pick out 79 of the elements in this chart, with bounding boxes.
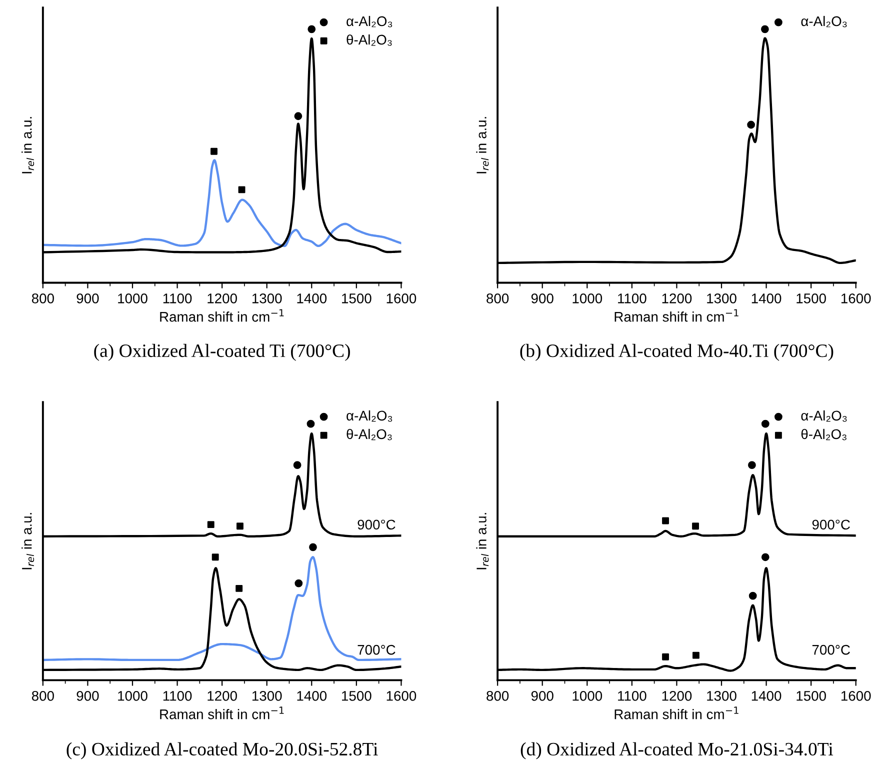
x-tick-label: 1000 [118,294,148,304]
annotation: 900°C [812,520,850,530]
point [236,584,243,592]
x-tick-label: 1400 [752,690,782,701]
point [308,25,316,34]
x-axis-title: Raman shift in cm$^{−1}$ [614,309,738,322]
y-axis-title: I$_{rel}$ in a.u. [22,513,34,570]
x-tick-label: 1300 [252,294,282,304]
point [748,461,756,470]
x-tick-label: 900 [531,294,554,304]
x-tick-label: 1200 [662,690,692,701]
x-tick-label: 1100 [618,690,646,701]
y-axis-title: I$_{rel}$ in a.u. [476,513,489,570]
x-axis-title: Raman shift in cm$^{−1}$ [160,309,284,322]
y-axis-title: I$_{rel}$ in a.u. [476,117,489,174]
point [309,543,317,552]
x-tick-label: 1100 [163,690,192,701]
x-axis-title: Raman shift in cm$^{−1}$ [160,706,284,720]
legend-label: α-Al₂O₃ [801,16,847,28]
point [212,554,219,561]
text: (c) Oxidized Al-coated Mo-20.0Si-52.8Ti [66,742,378,760]
point [207,521,214,528]
annotation: 700°C [812,644,850,655]
point [662,517,669,524]
x-tick-label: 900 [76,294,99,304]
point [761,420,770,428]
x-tick-label: 800 [486,690,509,701]
x-tick-label: 1600 [841,690,871,701]
point [692,522,699,530]
x-tick-label: 1500 [342,294,372,304]
point [692,652,700,659]
x-tick-label: 1400 [297,294,327,304]
point [236,522,244,530]
legend-label: θ-Al₂O₃ [801,428,846,440]
point [210,148,218,155]
x-tick-label: 1400 [297,690,327,701]
x-tick-label: 1300 [707,690,736,701]
point [748,592,757,600]
annotation: 900°C [358,520,396,530]
point [306,420,315,428]
text: (b) Oxidized Al-coated Mo-40.Ti (700°C) [520,344,834,361]
x-tick-label: 1600 [841,294,871,304]
x-tick-label: 1200 [208,294,237,304]
x-tick-label: 1400 [752,294,782,304]
x-axis-title: Raman shift in cm$^{−1}$ [614,706,738,720]
x-tick-label: 1200 [208,690,237,701]
text: (a) Oxidized Al-coated Ti (700°C) [94,344,350,361]
y-axis-title: I$_{rel}$ in a.u. [22,117,34,174]
point [761,553,770,562]
x-tick-label: 1300 [707,294,736,304]
legend-label: α-Al₂O₃ [346,16,392,28]
x-tick-label: 1500 [796,690,826,701]
x-tick-label: 1200 [662,294,692,304]
text: (d) Oxidized Al-coated Mo-21.0Si-34.0Ti [520,742,834,760]
x-tick-label: 1500 [796,294,826,304]
legend-label: α-Al₂O₃ [346,410,392,422]
x-tick-label: 900 [531,690,554,701]
x-tick-label: 1600 [386,294,416,304]
x-tick-label: 1000 [572,690,602,701]
point [294,579,303,588]
annotation: 700°C [358,644,396,655]
x-tick-label: 800 [32,294,54,304]
x-tick-label: 1100 [618,294,646,304]
x-tick-label: 1000 [572,294,602,304]
x-tick-label: 1100 [163,294,192,304]
x-tick-label: 800 [486,294,509,304]
x-tick-label: 1300 [252,690,282,701]
legend-label: θ-Al₂O₃ [346,428,392,440]
x-tick-label: 1500 [342,690,372,701]
point [238,186,246,194]
x-tick-label: 800 [32,690,54,701]
x-tick-label: 1000 [118,690,148,701]
x-tick-label: 900 [76,690,99,701]
point [294,112,302,120]
point [662,653,669,660]
point [293,461,302,470]
legend-label: θ-Al₂O₃ [346,34,392,46]
x-tick-label: 1600 [386,690,416,701]
legend-label: α-Al₂O₃ [801,410,847,422]
